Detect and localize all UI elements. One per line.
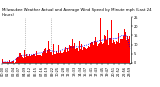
Text: Milwaukee Weather Actual and Average Wind Speed by Minute mph (Last 24 Hours): Milwaukee Weather Actual and Average Win… xyxy=(2,8,151,17)
